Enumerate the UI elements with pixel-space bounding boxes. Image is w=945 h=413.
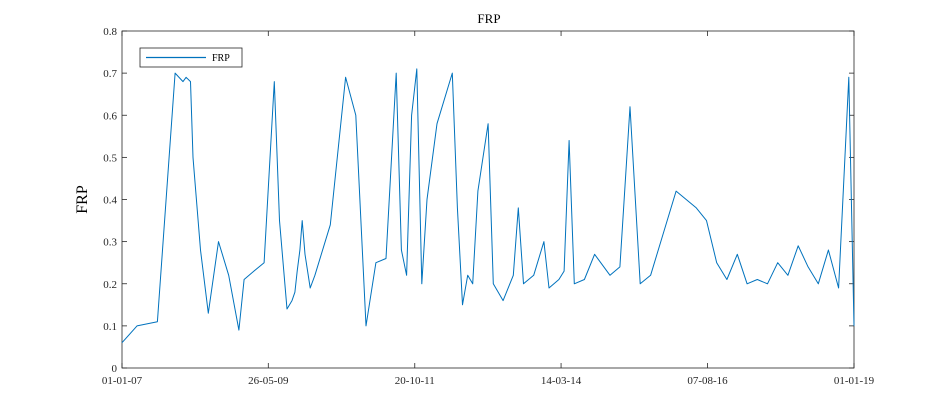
y-axis-label: FRP [74, 185, 91, 214]
plot-area [121, 30, 855, 369]
x-tick-label: 01-01-07 [102, 375, 143, 387]
y-tick-label: 0.8 [103, 26, 117, 38]
x-axis: 01-01-07 26-05-09 20-10-11 14-03-14 07-08-16… [102, 31, 875, 387]
chart-title: FRP [477, 11, 500, 26]
x-tick-label: 26-05-09 [248, 375, 289, 387]
x-tick-label: 20-10-11 [395, 375, 435, 387]
y-tick-label: 0.7 [103, 68, 117, 80]
y-tick-label: 0.2 [103, 279, 117, 291]
y-tick-label: 0.6 [103, 110, 117, 122]
x-tick-label: 01-01-19 [834, 375, 875, 387]
y-axis: 0 0.1 0.2 0.3 0.4 0.5 0.6 0.7 0.8 [103, 26, 854, 375]
series-line-frp [121, 68, 855, 344]
x-tick-label: 07-08-16 [687, 375, 728, 387]
series-layer [121, 68, 855, 344]
y-tick-label: 0.1 [103, 321, 117, 333]
y-tick-label: 0.5 [103, 152, 117, 164]
legend: FRP [139, 47, 243, 68]
legend-entry-frp: FRP [212, 53, 230, 64]
y-tick-label: 0.3 [103, 237, 117, 249]
x-tick-label: 14-03-14 [541, 375, 582, 387]
y-tick-label: 0.4 [103, 195, 117, 207]
y-tick-label: 0 [112, 363, 118, 375]
